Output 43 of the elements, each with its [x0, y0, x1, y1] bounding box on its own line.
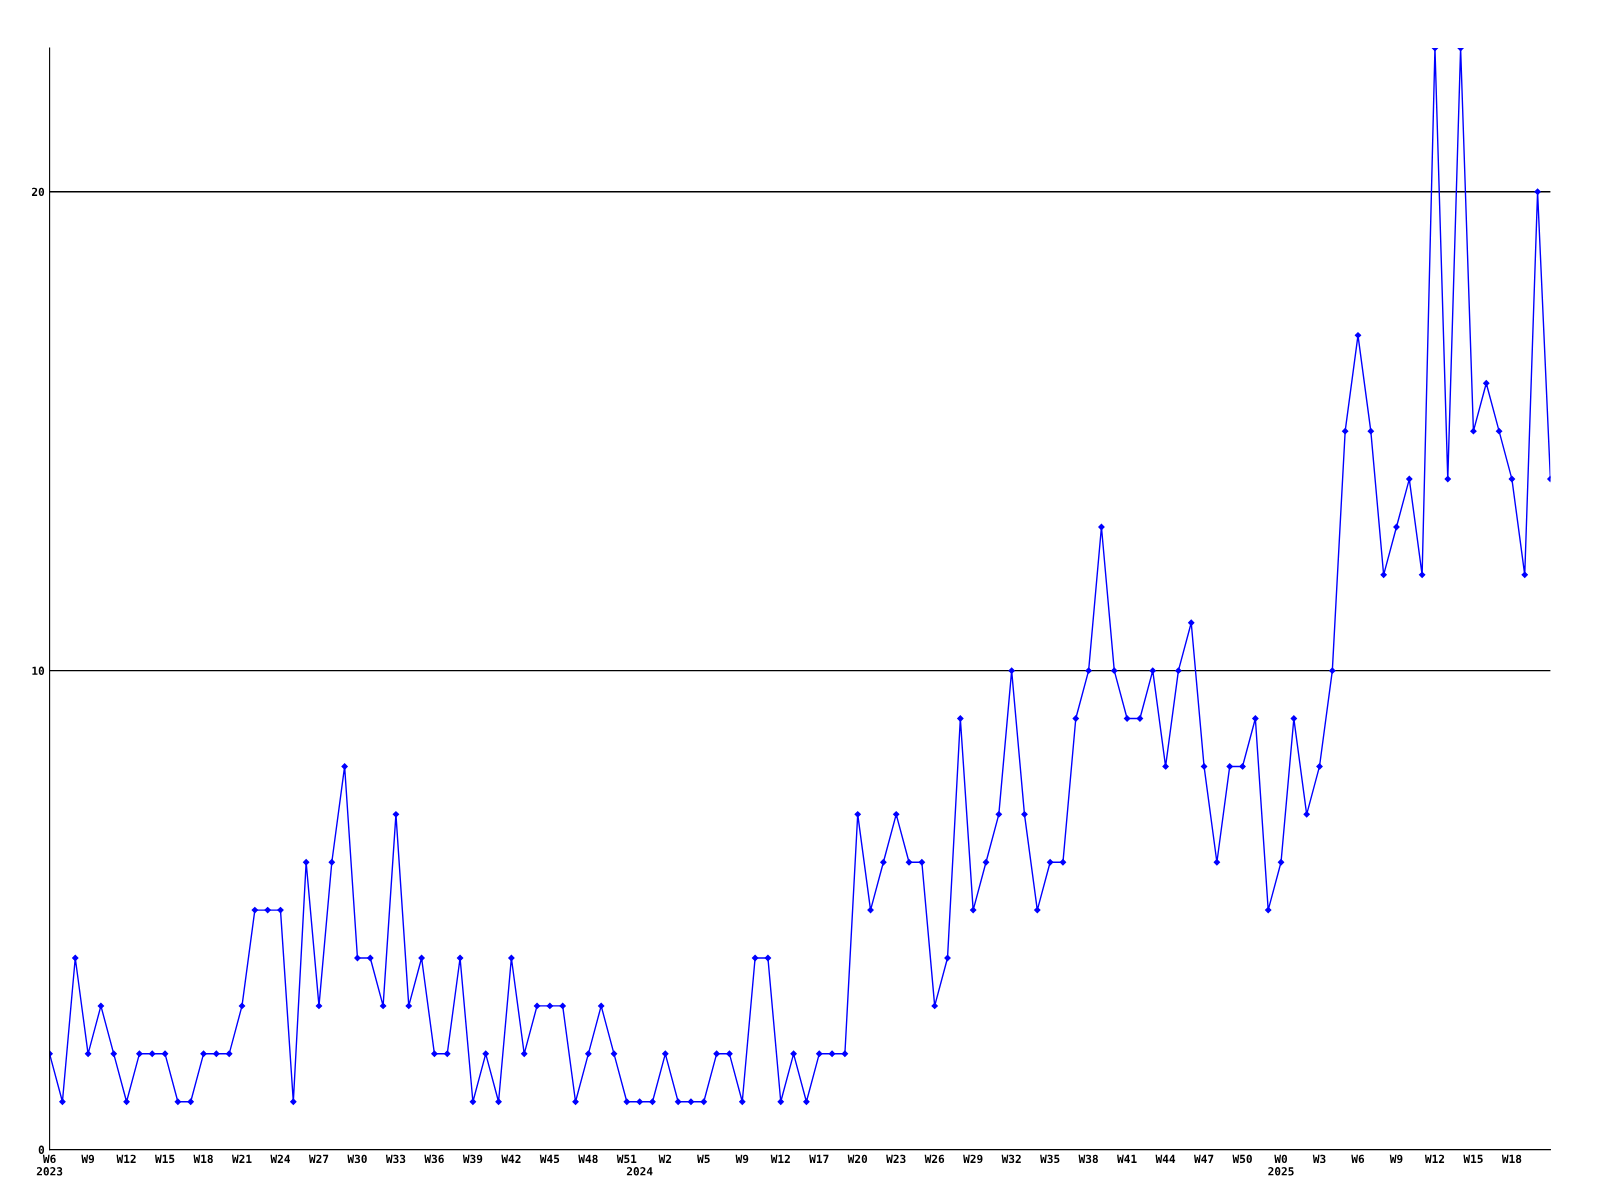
x-tick-label: W30 [347, 1154, 367, 1164]
x-tick-label: W0 2025 [1268, 1154, 1294, 1176]
x-tick-label: W3 [1312, 1154, 1326, 1164]
x-tick-label: W15 [155, 1154, 175, 1164]
x-tick-label: W32 [1001, 1154, 1021, 1164]
x-tick-label: W18 [1501, 1154, 1522, 1164]
x-tick-label: W15 [1463, 1154, 1483, 1164]
x-tick-label: W12 [1424, 1154, 1445, 1163]
x-tick-label: W23 [886, 1154, 906, 1164]
x-tick-label: W41 [1117, 1154, 1137, 1163]
x-tick-label: W26 [924, 1154, 945, 1164]
x-tick-label: W2 [658, 1154, 672, 1163]
x-tick-label: W5 [697, 1154, 710, 1164]
x-tick-label: W38 [1078, 1154, 1098, 1164]
x-tick-label: W9 [1389, 1154, 1403, 1164]
x-tick-label: W18 [193, 1154, 213, 1164]
x-tick-label: W12 [116, 1154, 136, 1163]
x-tick-label: W35 [1040, 1154, 1060, 1164]
x-tick-label: W45 [539, 1154, 560, 1164]
y-tick-label: 0 [38, 1145, 45, 1154]
x-tick-label: W42 [501, 1154, 521, 1163]
x-tick-label: W36 [424, 1154, 444, 1164]
x-tick-label: W50 [1232, 1154, 1252, 1164]
x-tick-label: W44 [1155, 1154, 1176, 1163]
x-tick-label: W29 [963, 1154, 983, 1164]
x-tick-label: W51 [616, 1154, 637, 1164]
x-tick-label: W27 [308, 1154, 329, 1163]
x-tick-label: W48 [578, 1154, 598, 1164]
x-tick-label: W9 [81, 1154, 95, 1164]
x-tick-label: W47 [1194, 1154, 1214, 1163]
x-tick-label: W24 [270, 1154, 291, 1163]
x-tick-label: W20 [847, 1154, 868, 1164]
x-tick-label: W9 [735, 1154, 749, 1164]
x-tick-label: W21 [231, 1154, 252, 1163]
x-tick-label: W39 [462, 1154, 483, 1164]
y-tick-label: 10 [32, 666, 45, 676]
y-tick-label: 20 [31, 187, 45, 197]
x-tick-label: W6 [1351, 1154, 1365, 1164]
x-tick-label: W33 [385, 1154, 406, 1164]
x-tick-label: 2024 [626, 1167, 653, 1176]
x-tick-label: W6 2023 [36, 1154, 63, 1176]
x-tick-label: W17 [809, 1154, 829, 1163]
x-tick-label: W12 [770, 1154, 790, 1163]
